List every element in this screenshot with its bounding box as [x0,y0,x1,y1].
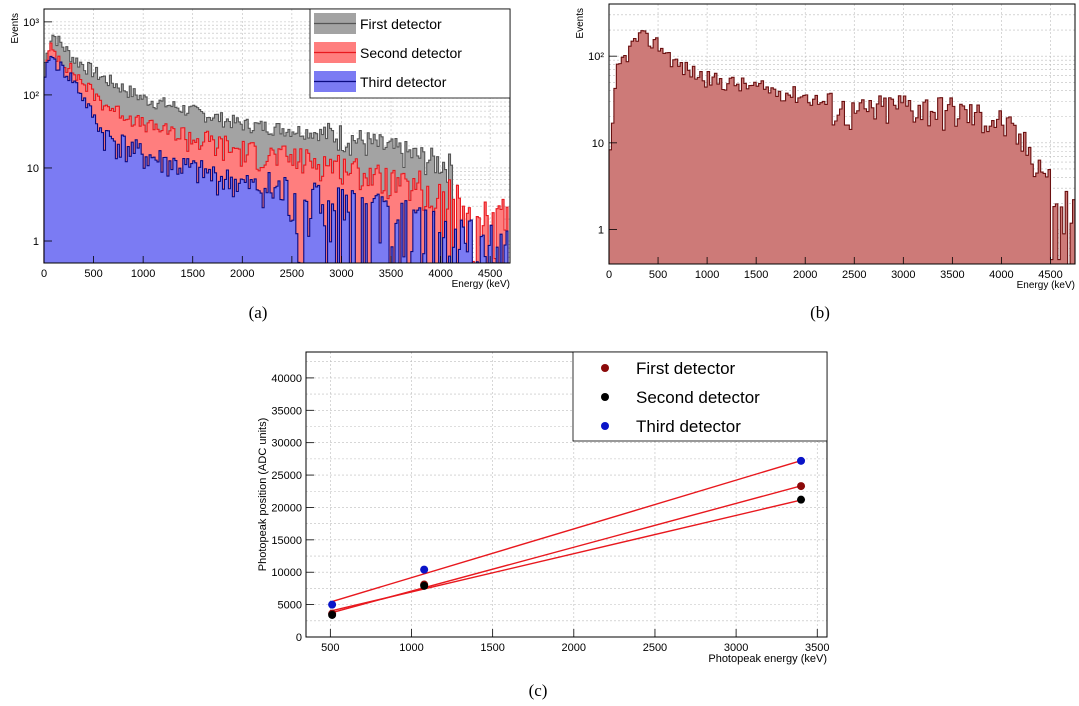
legend-label: First detector [636,359,736,378]
y-tick-label: 10 [592,138,604,150]
y-tick-label: 10000 [271,567,302,579]
x-tick-label: 0 [41,268,47,280]
y-tick-label: 10² [23,90,39,102]
legend-marker [601,364,609,372]
x-tick-label: 4500 [478,268,502,280]
y-tick-label: 10² [588,51,604,63]
panel-a: 0 500 1000 1500 2000 2500 3000 3500 4000 4500 1 10 1… [10,8,511,290]
legend-label: Second detector [636,388,760,407]
y-tick-label: 40000 [271,373,302,385]
plot-frame [305,351,828,638]
y-tick-label: 35000 [271,405,302,417]
fit-line [330,459,803,603]
data-point [328,610,337,619]
y-axis-label: Events [10,13,21,44]
y-tick-label: 30000 [271,438,302,450]
x-tick-label: 3500 [379,268,403,280]
x-axis-label: Photopeak energy (keV) [708,653,827,665]
x-tick-label: 2000 [562,642,586,654]
x-tick-label: 3000 [891,269,915,281]
x-axis-label: Energy (keV) [452,279,510,290]
data-point [420,565,429,574]
x-tick-label: 1500 [744,269,768,281]
x-tick-label: 2000 [793,269,817,281]
y-tick-label: 1 [33,236,39,248]
x-tick-label: 0 [606,269,612,281]
x-tick-label: 2500 [842,269,866,281]
panel-c: 500 1000 1500 2000 2500 3000 35000500010000150… [257,351,830,665]
x-tick-label: 4000 [989,269,1013,281]
data-point [328,600,337,609]
data-point [797,495,806,504]
legend-label: Second detector [360,45,462,61]
x-tick-label: 2500 [643,642,667,654]
caption-a: (a) [249,303,268,322]
legend-label: Third detector [360,74,447,90]
y-tick-label: 10³ [23,17,39,29]
fit-line [330,499,803,612]
data-point [420,581,429,590]
y-axis-label: Events [575,8,586,39]
x-tick-label: 500 [84,268,102,280]
data-point [797,482,806,491]
caption-b: (b) [810,303,830,322]
legend-marker [601,393,609,401]
fit-line [330,484,803,614]
legend-box [572,351,828,442]
y-tick-label: 25000 [271,470,302,482]
x-tick-label: 2500 [280,268,304,280]
x-tick-label: 4000 [428,268,452,280]
x-tick-label: 3500 [805,642,829,654]
panel-b: 0 500 1000 1500 2000 2500 3000 3500 4000 4500 1 10 1… [575,3,1076,291]
x-tick-label: 3000 [329,268,353,280]
y-axis-label: Photopeak position (ADC units) [257,418,269,571]
x-tick-label: 1500 [180,268,204,280]
histogram-series-1 [608,30,1076,265]
plot-frame [43,8,511,264]
legend-marker [601,422,609,430]
x-tick-label: 3500 [940,269,964,281]
x-tick-label: 1000 [695,269,719,281]
data-point [797,456,806,465]
y-tick-label: 20000 [271,502,302,514]
y-tick-label: 10 [27,163,39,175]
y-tick-label: 0 [296,632,302,644]
y-tick-label: 15000 [271,535,302,547]
y-tick-label: 1 [598,225,604,237]
x-tick-label: 500 [321,642,339,654]
x-tick-label: 4500 [1038,269,1062,281]
x-tick-label: 3000 [724,642,748,654]
legend-label: Third detector [636,417,741,436]
x-axis-label: Energy (keV) [1017,280,1075,291]
y-tick-label: 5000 [278,600,302,612]
legend-label: First detector [360,16,442,32]
x-tick-label: 1000 [399,642,423,654]
x-tick-label: 1000 [131,268,155,280]
x-tick-label: 2000 [230,268,254,280]
caption-c: (c) [529,681,548,700]
x-tick-label: 1500 [480,642,504,654]
plot-frame [608,3,1076,265]
x-tick-label: 500 [649,269,667,281]
